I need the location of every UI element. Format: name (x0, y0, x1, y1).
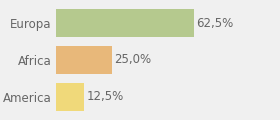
Bar (56, 46, 112, 74)
Text: 25,0%: 25,0% (114, 54, 151, 66)
Bar (56, 83, 84, 111)
Text: 12,5%: 12,5% (86, 90, 123, 103)
Text: 62,5%: 62,5% (197, 17, 234, 30)
Bar (56, 9, 194, 37)
